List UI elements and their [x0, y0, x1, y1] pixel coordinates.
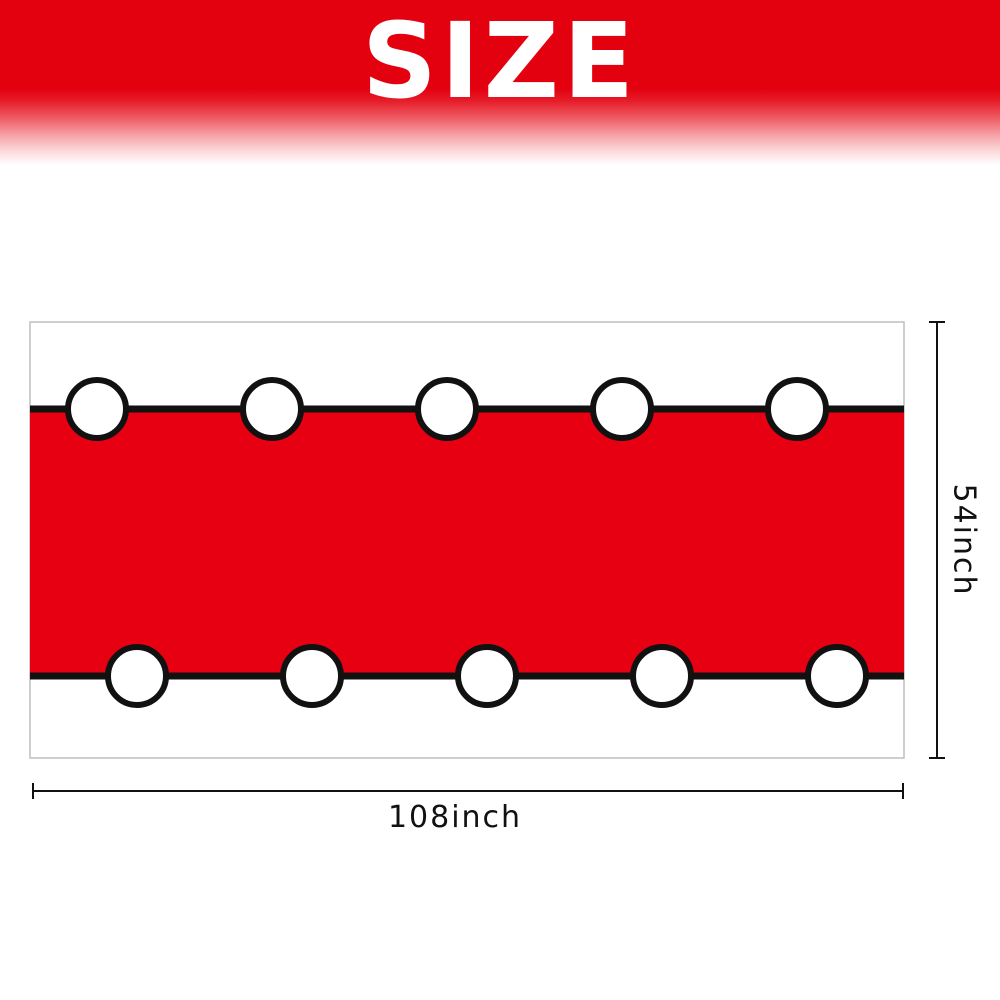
banner-red-band	[30, 409, 904, 676]
header-band	[0, 0, 1000, 165]
top-dot	[590, 377, 654, 441]
top-dot	[765, 377, 829, 441]
top-dot	[65, 377, 129, 441]
width-label: 108inch	[387, 800, 523, 835]
bottom-dot	[105, 644, 169, 708]
bottom-dot	[630, 644, 694, 708]
height-dimension-line	[929, 321, 945, 759]
page-title: SIZE	[361, 0, 639, 122]
height-label: 54inch	[946, 483, 982, 597]
bottom-dot	[455, 644, 519, 708]
top-dot	[240, 377, 304, 441]
bottom-dot	[280, 644, 344, 708]
top-dot	[415, 377, 479, 441]
bottom-dot	[805, 644, 869, 708]
width-dimension-line	[32, 783, 904, 799]
